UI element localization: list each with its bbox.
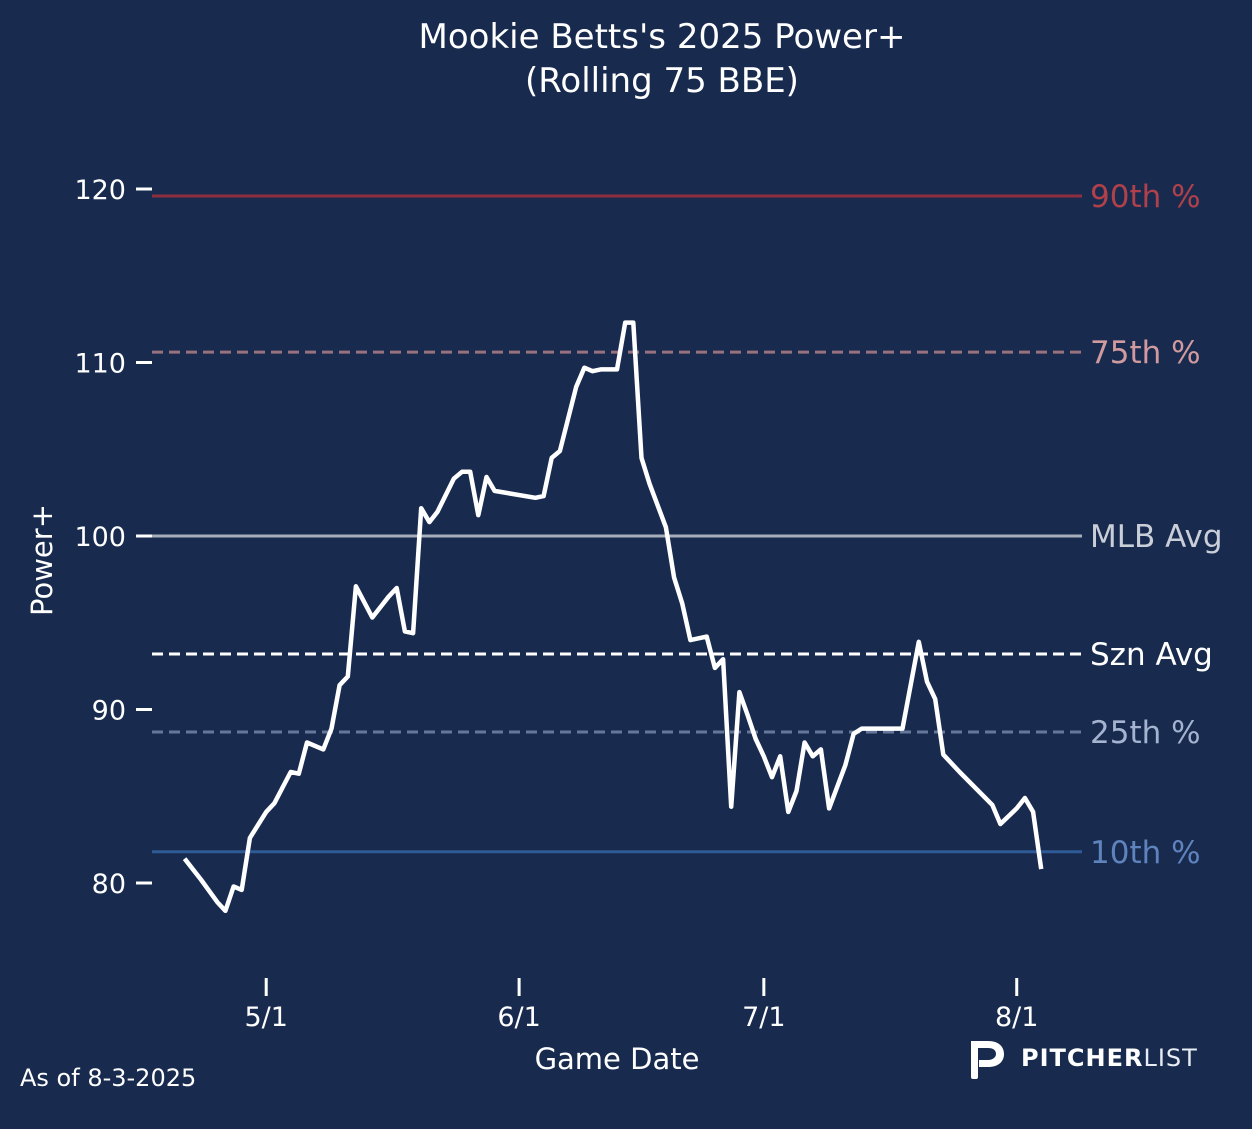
- y-tick-label-90: 90: [92, 696, 126, 727]
- ref-label-p75: 75th %: [1090, 335, 1201, 371]
- chart-title-line1: Mookie Betts's 2025 Power+: [419, 17, 906, 57]
- reference-lines: 90th % 75th % MLB Avg Szn Avg 25th % 10th %: [152, 179, 1223, 871]
- y-tick-label-120: 120: [74, 175, 126, 206]
- x-tick-label-8-1: 8/1: [995, 1002, 1038, 1033]
- logo-brand-light: LIST: [1143, 1044, 1198, 1072]
- x-axis: 5/1 6/1 7/1 8/1: [244, 978, 1038, 1033]
- ref-label-p25: 25th %: [1090, 715, 1201, 751]
- series-line-0: [182, 320, 1044, 914]
- logo-brand-bold: PITCHER: [1021, 1044, 1144, 1072]
- y-axis: 80 90 100 110 120: [74, 175, 152, 900]
- y-tick-label-80: 80: [92, 869, 126, 900]
- ref-label-szn: Szn Avg: [1090, 637, 1213, 673]
- y-tick-label-100: 100: [74, 522, 126, 553]
- x-tick-label-7-1: 7/1: [742, 1002, 785, 1033]
- ref-label-p10: 10th %: [1090, 835, 1201, 871]
- pitcherlist-logo-icon: [971, 1041, 1004, 1079]
- x-tick-label-6-1: 6/1: [497, 1002, 540, 1033]
- x-axis-label: Game Date: [535, 1042, 700, 1076]
- series-layer: [182, 320, 1044, 914]
- x-tick-label-5-1: 5/1: [244, 1002, 287, 1033]
- pitcherlist-logo-text: PITCHERLIST: [1021, 1044, 1198, 1072]
- ref-label-p90: 90th %: [1090, 179, 1201, 215]
- ref-label-mlb: MLB Avg: [1090, 519, 1223, 555]
- y-axis-label: Power+: [25, 504, 59, 616]
- chart-title-line2: (Rolling 75 BBE): [525, 61, 799, 101]
- y-tick-label-110: 110: [74, 349, 126, 380]
- as-of-date: As of 8-3-2025: [20, 1064, 196, 1092]
